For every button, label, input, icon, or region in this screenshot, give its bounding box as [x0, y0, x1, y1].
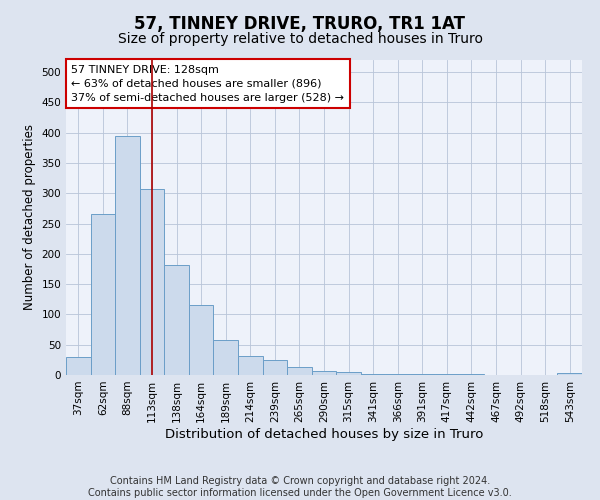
Bar — [287, 366, 312, 375]
Bar — [115, 136, 140, 375]
Bar — [336, 372, 361, 375]
Text: Size of property relative to detached houses in Truro: Size of property relative to detached ho… — [118, 32, 482, 46]
Bar — [164, 265, 189, 375]
Bar — [312, 371, 336, 375]
Bar — [263, 360, 287, 375]
Y-axis label: Number of detached properties: Number of detached properties — [23, 124, 36, 310]
Bar — [459, 374, 484, 375]
Text: 57 TINNEY DRIVE: 128sqm
← 63% of detached houses are smaller (896)
37% of semi-d: 57 TINNEY DRIVE: 128sqm ← 63% of detache… — [71, 64, 344, 102]
Bar — [91, 214, 115, 375]
Text: 57, TINNEY DRIVE, TRURO, TR1 1AT: 57, TINNEY DRIVE, TRURO, TR1 1AT — [134, 15, 466, 33]
Bar — [434, 374, 459, 375]
Text: Contains HM Land Registry data © Crown copyright and database right 2024.
Contai: Contains HM Land Registry data © Crown c… — [88, 476, 512, 498]
Bar — [410, 374, 434, 375]
Bar — [361, 374, 385, 375]
Bar — [214, 340, 238, 375]
Bar — [140, 189, 164, 375]
Bar — [385, 374, 410, 375]
Bar — [66, 357, 91, 375]
Bar — [238, 356, 263, 375]
Bar — [189, 306, 214, 375]
X-axis label: Distribution of detached houses by size in Truro: Distribution of detached houses by size … — [165, 428, 483, 440]
Bar — [557, 373, 582, 375]
